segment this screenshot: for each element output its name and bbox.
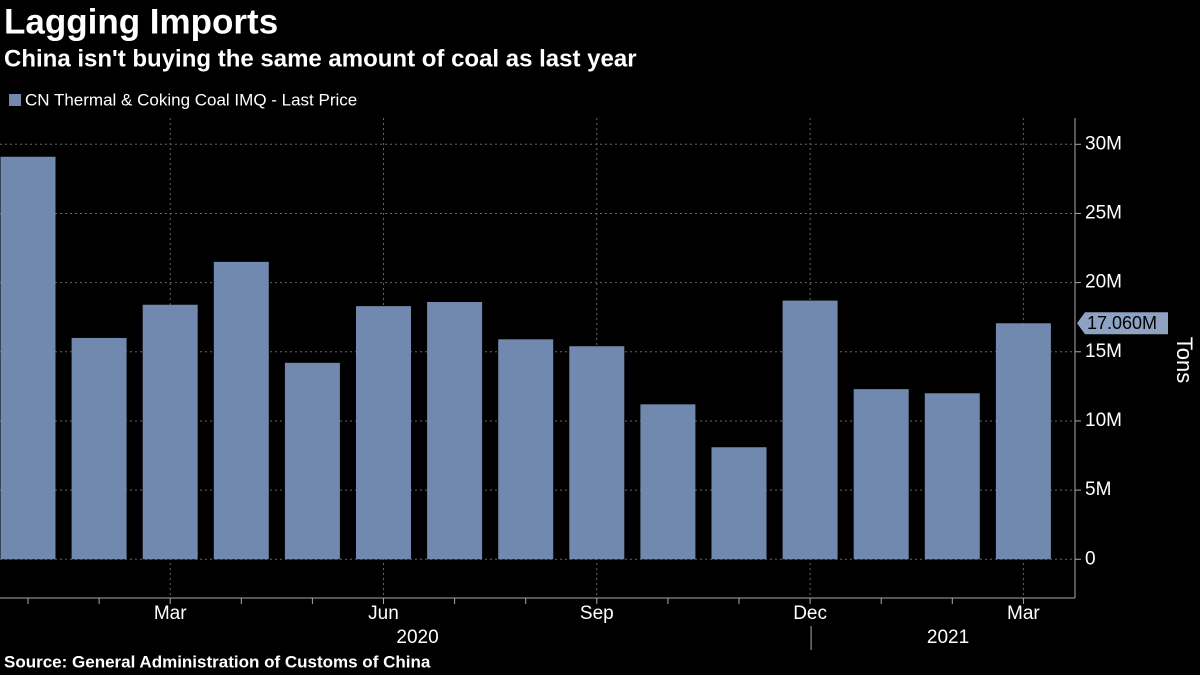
bar — [924, 393, 980, 560]
bar — [711, 447, 767, 560]
x-tick-label: Sep — [580, 603, 614, 624]
bar — [142, 304, 198, 560]
year-label: 2020 — [396, 627, 438, 648]
bar — [427, 301, 483, 560]
y-tick-label: 25M — [1085, 202, 1122, 223]
bar — [569, 346, 625, 560]
bar — [782, 300, 838, 560]
source: Source: General Administration of Custom… — [4, 652, 431, 671]
last-value-tag — [1077, 312, 1168, 335]
y-tick-label: 20M — [1085, 272, 1122, 293]
bar — [71, 337, 127, 560]
bar — [995, 323, 1051, 560]
bar — [213, 261, 269, 560]
bar — [0, 156, 56, 560]
bar — [640, 404, 696, 560]
year-label: 2021 — [927, 627, 969, 648]
y-tick-label: 5M — [1085, 479, 1111, 500]
y-tick-label: 0 — [1085, 548, 1096, 569]
bar — [284, 362, 340, 560]
legend-swatch — [9, 94, 21, 106]
y-tick-label: 10M — [1085, 410, 1122, 431]
y-tick-label: 15M — [1085, 341, 1122, 362]
x-tick-label: Dec — [793, 603, 827, 624]
chart-title: Lagging Imports — [4, 2, 278, 41]
bar — [356, 306, 411, 560]
bar — [853, 389, 909, 560]
x-tick-label: Mar — [1007, 603, 1040, 624]
legend-label: CN Thermal & Coking Coal IMQ - Last Pric… — [25, 90, 357, 109]
bar — [498, 339, 554, 560]
last-value-label: 17.060M — [1087, 313, 1157, 333]
y-axis-label: Tons — [1172, 337, 1197, 383]
y-tick-label: 30M — [1085, 133, 1122, 154]
x-tick-label: Mar — [154, 603, 187, 624]
chart-subtitle: China isn't buying the same amount of co… — [4, 45, 637, 72]
x-tick-label: Jun — [368, 603, 399, 624]
